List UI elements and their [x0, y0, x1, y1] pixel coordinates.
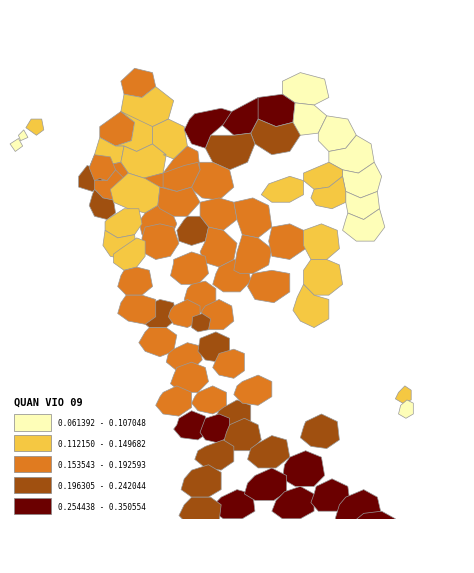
FancyBboxPatch shape	[14, 477, 51, 493]
Polygon shape	[110, 173, 160, 213]
Polygon shape	[191, 313, 210, 332]
Polygon shape	[171, 362, 209, 393]
Polygon shape	[319, 116, 356, 151]
Text: 0.254438 - 0.350554: 0.254438 - 0.350554	[58, 503, 146, 512]
Polygon shape	[94, 138, 124, 166]
Polygon shape	[155, 386, 191, 416]
Polygon shape	[261, 176, 303, 202]
Polygon shape	[395, 386, 411, 403]
Polygon shape	[121, 144, 166, 178]
Polygon shape	[247, 270, 290, 303]
Polygon shape	[283, 451, 325, 486]
Text: 0.112150 - 0.149682: 0.112150 - 0.149682	[58, 441, 146, 449]
Polygon shape	[303, 162, 343, 189]
Polygon shape	[251, 119, 301, 155]
Polygon shape	[200, 198, 237, 230]
Polygon shape	[191, 386, 227, 414]
Polygon shape	[139, 300, 177, 328]
Polygon shape	[269, 224, 306, 260]
FancyBboxPatch shape	[14, 414, 51, 430]
Polygon shape	[89, 189, 116, 219]
Polygon shape	[153, 119, 187, 159]
Text: 0.061392 - 0.107048: 0.061392 - 0.107048	[58, 419, 146, 429]
Polygon shape	[184, 281, 216, 313]
Polygon shape	[79, 166, 103, 191]
Polygon shape	[205, 133, 255, 170]
Text: 0.196305 - 0.242044: 0.196305 - 0.242044	[58, 482, 146, 491]
Polygon shape	[171, 252, 209, 284]
Polygon shape	[190, 162, 234, 200]
Polygon shape	[200, 414, 229, 443]
FancyBboxPatch shape	[14, 498, 51, 514]
Polygon shape	[216, 400, 251, 429]
Polygon shape	[103, 230, 137, 260]
Polygon shape	[181, 465, 221, 497]
Polygon shape	[311, 176, 346, 209]
Polygon shape	[303, 260, 343, 295]
Polygon shape	[10, 139, 23, 151]
Polygon shape	[350, 511, 395, 544]
Polygon shape	[234, 375, 272, 405]
Polygon shape	[163, 162, 200, 191]
Polygon shape	[329, 135, 374, 173]
Polygon shape	[272, 486, 314, 519]
Polygon shape	[173, 411, 209, 440]
Polygon shape	[184, 108, 232, 148]
Polygon shape	[247, 435, 290, 468]
Polygon shape	[26, 119, 44, 135]
Polygon shape	[168, 300, 200, 328]
Polygon shape	[179, 497, 221, 529]
Polygon shape	[301, 414, 339, 449]
Polygon shape	[166, 343, 202, 371]
Polygon shape	[284, 103, 327, 135]
Polygon shape	[139, 206, 177, 241]
Polygon shape	[198, 332, 229, 362]
Polygon shape	[100, 112, 135, 146]
Polygon shape	[200, 300, 234, 329]
Polygon shape	[213, 260, 251, 292]
Polygon shape	[89, 155, 116, 180]
Polygon shape	[234, 235, 272, 273]
Polygon shape	[283, 73, 329, 105]
Polygon shape	[142, 224, 179, 260]
Polygon shape	[177, 216, 209, 245]
Polygon shape	[234, 198, 272, 238]
Polygon shape	[343, 209, 385, 241]
Polygon shape	[118, 267, 153, 295]
Polygon shape	[213, 349, 245, 378]
Polygon shape	[213, 489, 255, 519]
Polygon shape	[121, 68, 155, 97]
Polygon shape	[200, 227, 237, 267]
Polygon shape	[89, 155, 128, 189]
FancyBboxPatch shape	[14, 435, 51, 452]
Polygon shape	[223, 418, 261, 451]
Polygon shape	[18, 130, 28, 140]
Polygon shape	[335, 489, 382, 527]
Polygon shape	[116, 112, 153, 151]
Text: 0.153543 - 0.192593: 0.153543 - 0.192593	[58, 461, 146, 470]
Polygon shape	[121, 87, 173, 127]
Polygon shape	[303, 224, 339, 260]
Polygon shape	[94, 170, 124, 200]
Polygon shape	[245, 468, 287, 500]
Polygon shape	[142, 146, 200, 191]
Polygon shape	[251, 94, 295, 127]
Polygon shape	[311, 479, 350, 511]
Polygon shape	[113, 238, 145, 270]
Polygon shape	[139, 328, 177, 357]
Polygon shape	[118, 295, 155, 324]
Polygon shape	[343, 162, 382, 198]
FancyBboxPatch shape	[14, 456, 51, 472]
Polygon shape	[346, 191, 380, 219]
Polygon shape	[158, 187, 200, 216]
Polygon shape	[399, 400, 413, 418]
Polygon shape	[105, 209, 142, 238]
Text: QUAN VIO 09: QUAN VIO 09	[14, 397, 83, 407]
Polygon shape	[293, 284, 329, 328]
Polygon shape	[195, 440, 234, 470]
Polygon shape	[221, 97, 258, 135]
